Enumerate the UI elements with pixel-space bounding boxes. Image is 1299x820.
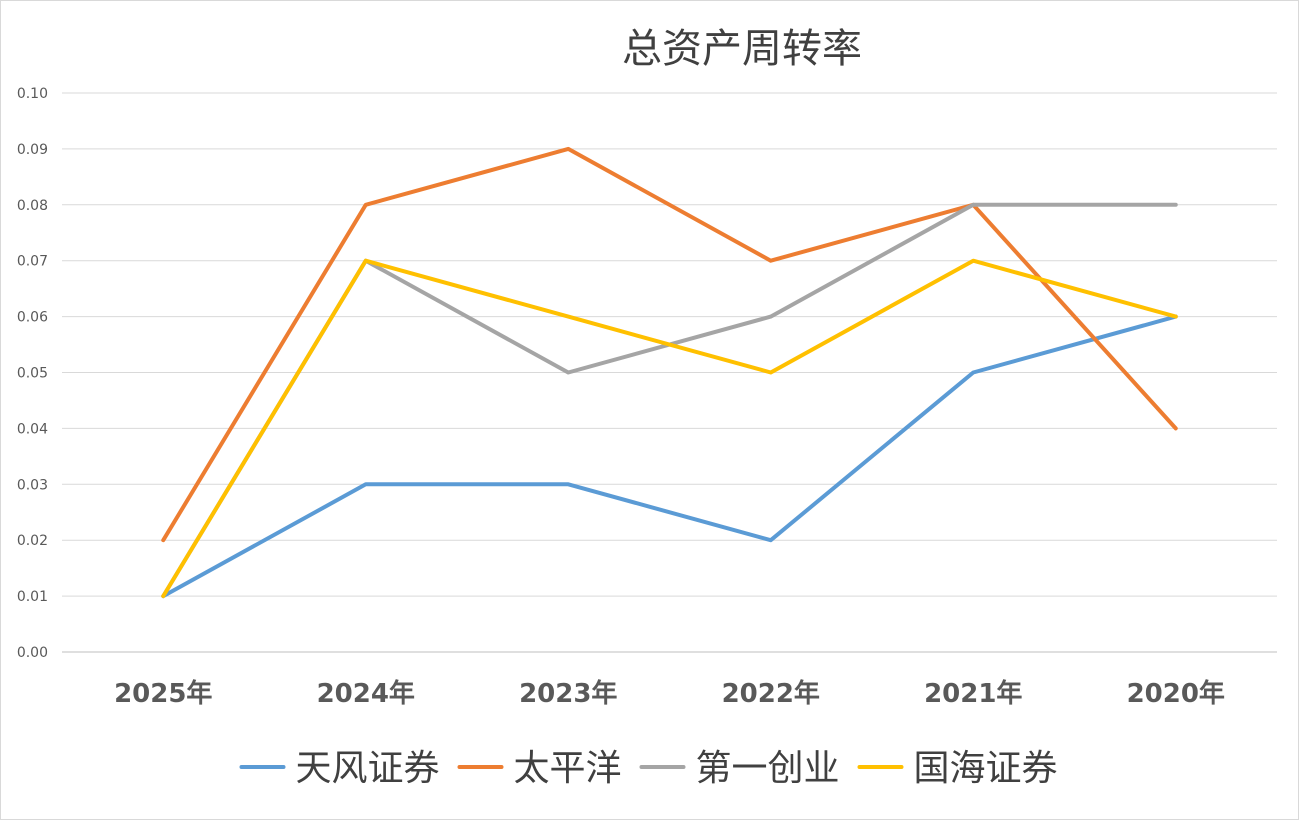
series-line-2 [161,146,1178,543]
x-tick-label: 2023年 [519,678,617,709]
y-tick-label: 0.00 [17,645,48,661]
legend-label: 第一创业 [696,748,840,789]
y-axis-ticks: 0.00 0.01 0.02 0.03 0.04 0.05 0.06 0.07 0.08 0.09… [17,86,48,661]
legend: 天风证券 太平洋 第一创业 国海证券 [239,748,1058,789]
legend-label: 天风证券 [296,748,440,789]
y-tick-label: 0.09 [17,142,48,158]
y-tick-label: 0.04 [17,421,48,437]
legend-label: 太平洋 [514,748,622,789]
x-axis-ticks: 2025年 2024年 2023年 2022年 2021年 2020年 [114,678,1225,709]
y-tick-label: 0.07 [17,254,48,270]
x-tick-label: 2024年 [317,678,415,709]
y-tick-label: 0.02 [17,533,48,549]
series-line-1 [161,314,1178,599]
legend-label: 国海证券 [914,748,1058,789]
y-tick-label: 0.03 [17,477,48,493]
x-tick-label: 2020年 [1127,678,1225,709]
y-tick-label: 0.10 [17,86,48,102]
series-lines [161,146,1178,599]
x-tick-label: 2022年 [722,678,820,709]
y-tick-label: 0.05 [17,366,48,382]
x-tick-label: 2021年 [924,678,1022,709]
y-tick-label: 0.08 [17,198,48,214]
series-line-4 [161,258,1178,599]
chart-title: 总资产周转率 [622,26,862,72]
x-tick-label: 2025年 [114,678,212,709]
y-tick-label: 0.01 [17,589,48,605]
y-tick-label: 0.06 [17,310,48,326]
